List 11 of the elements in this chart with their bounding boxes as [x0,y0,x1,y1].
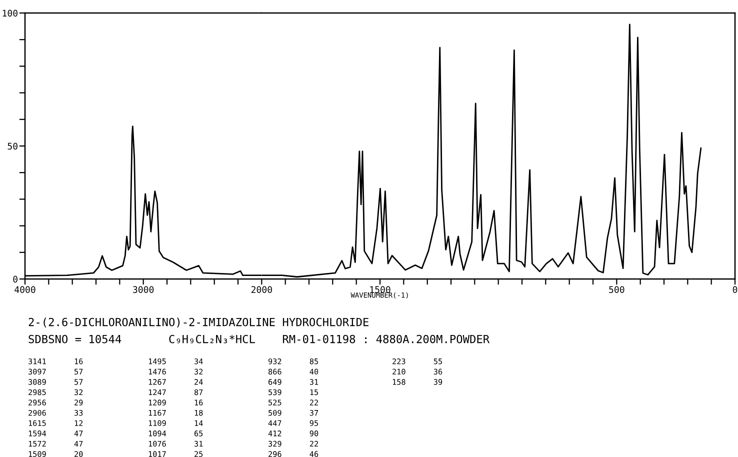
x-tick-label: 4000 [14,286,36,293]
text: 2-(2.6-DICHLOROANILINO)-2-IMIDAZOLINE HYDROCHLORIDE [28,318,368,328]
y-tick-label: 100 [2,10,18,17]
y-tick-label: 0 [13,276,18,283]
x-tick-label: 2000 [251,286,272,293]
x-tick-label: 0 [732,286,738,293]
text: SDBSNO = 10544 C₉H₉CL₂N₃*HCL RM-01-01198 : 4880A.200M.POWDER [28,334,490,344]
x-tick-label: 500 [609,286,624,293]
x-tick-label: 3000 [133,286,154,293]
x-tick-label: 1500 [370,286,390,293]
y-tick-label: 50 [8,142,18,150]
